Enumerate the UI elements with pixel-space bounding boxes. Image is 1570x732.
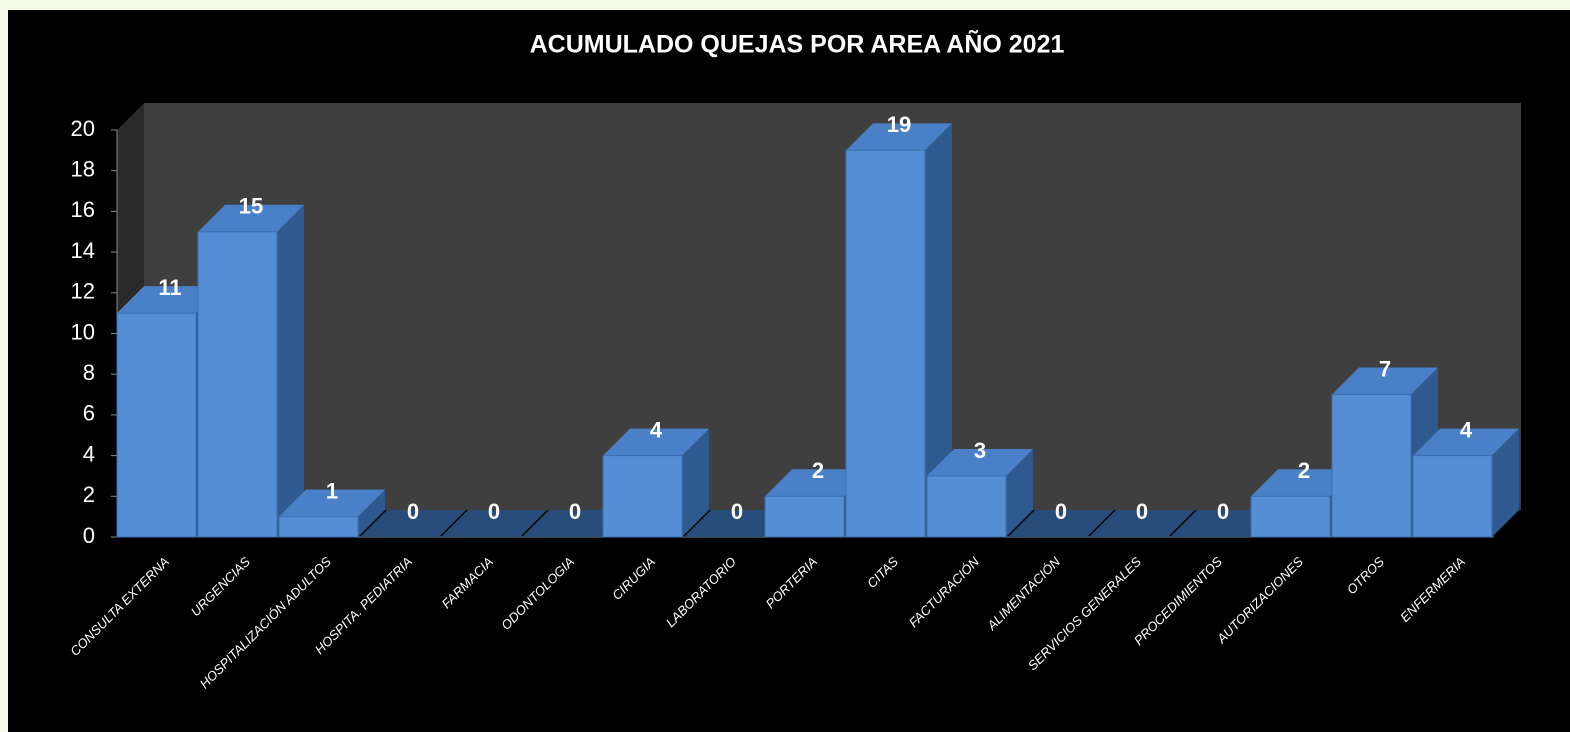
value-label: 0: [1136, 499, 1148, 524]
y-tick-label: 14: [71, 238, 95, 263]
value-label: 1: [326, 478, 338, 503]
bar-side: [1006, 448, 1033, 537]
bar: [1412, 428, 1519, 538]
bar-top: [279, 489, 385, 517]
bar-top: [117, 286, 223, 314]
bar-front: [116, 312, 197, 538]
bar-front: [845, 149, 926, 538]
bar-front: [1331, 394, 1412, 538]
bar-front: [197, 231, 278, 538]
bar-side: [1492, 428, 1519, 537]
bar: [926, 448, 1033, 538]
value-label: 4: [650, 417, 663, 442]
y-tick-label: 12: [71, 279, 95, 304]
bar-front: [926, 475, 1007, 538]
value-label: 0: [731, 499, 743, 524]
value-label: 15: [239, 194, 263, 219]
bar-top: [441, 510, 547, 537]
value-label: 7: [1379, 356, 1391, 381]
bar-front: [278, 516, 359, 538]
bar: [360, 510, 466, 537]
bar: [845, 123, 952, 538]
bar-top: [603, 428, 709, 456]
y-tick-label: 0: [83, 523, 95, 548]
bar: [602, 428, 709, 538]
bar-top: [198, 204, 304, 232]
bar-top: [522, 510, 628, 537]
bar-top: [765, 469, 871, 497]
bar-side: [358, 489, 385, 537]
value-label: 2: [812, 458, 824, 483]
bar-top: [1089, 510, 1195, 537]
bar-top: [684, 510, 790, 537]
back-wall: [144, 103, 1521, 510]
y-tick-label: 4: [83, 441, 95, 466]
value-label: 4: [1460, 417, 1473, 442]
value-label: 0: [569, 499, 581, 524]
chart-title: ACUMULADO QUEJAS POR AREA AÑO 2021: [530, 29, 1065, 59]
y-tick-label: 8: [83, 360, 95, 385]
bar-top: [846, 123, 952, 151]
bar-top: [360, 510, 466, 537]
bar-front: [1412, 455, 1493, 538]
y-tick-label: 6: [83, 401, 95, 426]
value-label: 0: [1217, 499, 1229, 524]
y-tick-label: 16: [71, 197, 95, 222]
bar: [764, 469, 871, 538]
y-tick-label: 10: [71, 319, 95, 344]
bar-top: [1008, 510, 1114, 537]
bar-top: [1332, 367, 1438, 395]
bar-side: [925, 123, 952, 537]
bar-top: [1251, 469, 1357, 497]
bar: [197, 204, 304, 538]
y-tick-label: 18: [71, 157, 95, 182]
bar: [684, 510, 790, 537]
bar: [441, 510, 547, 537]
bar: [1089, 510, 1195, 537]
value-label: 0: [1055, 499, 1067, 524]
y-tick-label: 2: [83, 482, 95, 507]
value-label: 3: [974, 438, 986, 463]
bar-top: [927, 448, 1033, 476]
bar: [1008, 510, 1114, 537]
value-label: 0: [488, 499, 500, 524]
bar-front: [602, 455, 683, 538]
value-label: 19: [887, 112, 911, 137]
bar-top: [1413, 428, 1519, 456]
bar: [522, 510, 628, 537]
y-tick-label: 20: [71, 116, 95, 141]
bar-side: [682, 428, 709, 537]
value-label: 11: [158, 275, 181, 300]
bar-side: [277, 204, 304, 537]
value-label: 0: [407, 499, 419, 524]
bar: [1170, 510, 1276, 537]
bar-top: [1170, 510, 1276, 537]
bar-front: [1250, 495, 1331, 538]
bar: [278, 489, 385, 538]
bar-front: [764, 495, 845, 538]
value-label: 2: [1298, 458, 1310, 483]
